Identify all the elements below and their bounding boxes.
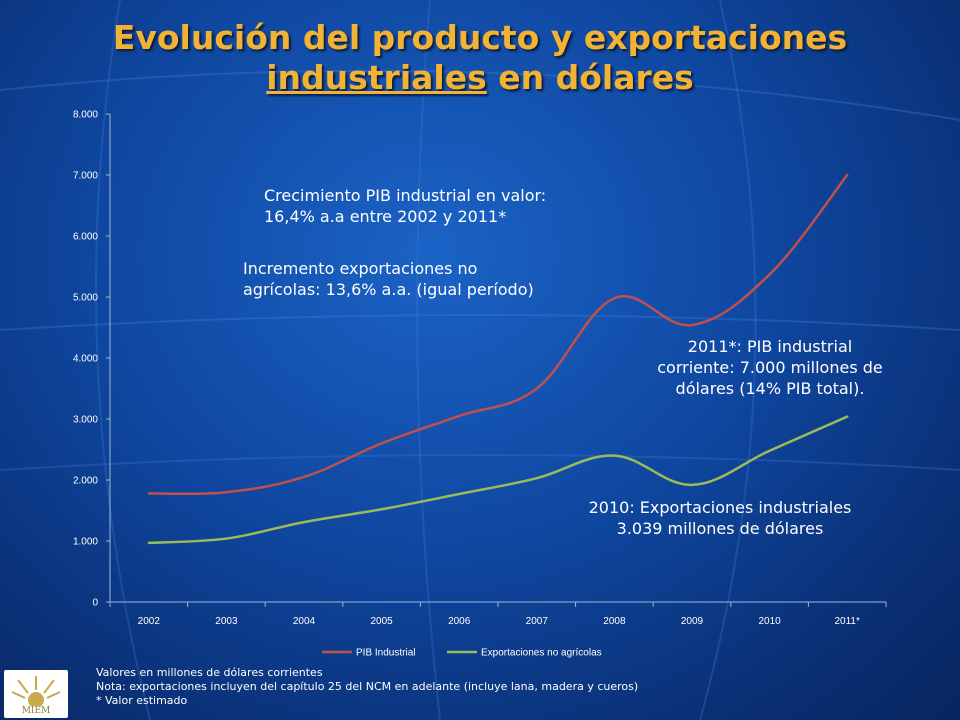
title-line-2: industriales en dólares	[0, 58, 960, 98]
x-tick-label: 2010	[758, 616, 781, 627]
annotation-pib-2011: 2011*: PIB industrial corriente: 7.000 m…	[620, 336, 920, 399]
footnotes: Valores en millones de dólares corriente…	[96, 666, 638, 708]
series-line-2	[147, 415, 849, 545]
annotation-exports-2010-line1: 2010: Exportaciones industriales	[588, 498, 852, 517]
y-tick-label: 4.000	[73, 354, 98, 365]
y-tick-label: 3.000	[73, 415, 98, 426]
y-tick-label: 8.000	[73, 110, 98, 121]
footnote-note: Nota: exportaciones incluyen del capítul…	[96, 680, 639, 693]
x-tick-label: 2003	[215, 616, 238, 627]
y-tick-label: 1.000	[73, 537, 98, 548]
annotation-pib-growth-line2: 16,4% a.a entre 2002 y 2011*	[264, 207, 507, 226]
annotation-pib-2011-line3: dólares (14% PIB total).	[675, 379, 865, 398]
title-line-1: Evolución del producto y exportaciones	[112, 18, 848, 57]
y-tick-label: 2.000	[73, 476, 98, 487]
y-tick-label: 5.000	[73, 293, 98, 304]
x-tick-label: 2009	[681, 616, 704, 627]
sun-emblem-icon	[11, 676, 61, 708]
footnote-estimate: * Valor estimado	[96, 694, 188, 707]
annotation-exports-growth-line2: agrícolas: 13,6% a.a. (igual período)	[243, 280, 534, 299]
annotation-exports-growth-line1: Incremento exportaciones no	[243, 259, 478, 278]
x-tick-label: 2006	[448, 616, 471, 627]
y-tick-label: 0	[92, 598, 98, 609]
title-line-2-rest: en dólares	[486, 58, 694, 97]
y-tick-label: 7.000	[73, 171, 98, 182]
x-tick-label: 2011*	[834, 616, 860, 627]
annotation-pib-2011-line2: corriente: 7.000 millones de	[657, 358, 883, 377]
annotation-pib-2011-line1: 2011*: PIB industrial	[687, 337, 853, 356]
annotation-exports-growth: Incremento exportaciones no agrícolas: 1…	[243, 258, 534, 300]
miem-logo: MIEM	[4, 670, 68, 718]
title-underlined-word: industriales	[266, 58, 487, 97]
legend-label-2: Exportaciones no agrícolas	[481, 648, 602, 659]
page-title: Evolución del producto y exportaciones i…	[0, 18, 960, 98]
x-tick-label: 2004	[293, 616, 316, 627]
x-tick-label: 2002	[138, 616, 161, 627]
x-tick-label: 2007	[526, 616, 549, 627]
footnote-units: Valores en millones de dólares corriente…	[96, 666, 323, 679]
annotation-exports-2010: 2010: Exportaciones industriales 3.039 m…	[555, 497, 885, 539]
legend-label-1: PIB Industrial	[356, 648, 415, 659]
annotation-pib-growth: Crecimiento PIB industrial en valor: 16,…	[264, 185, 546, 227]
series-line-1	[147, 173, 849, 496]
logo-text: MIEM	[21, 706, 51, 716]
y-tick-label: 6.000	[73, 232, 98, 243]
x-tick-label: 2008	[603, 616, 626, 627]
annotation-pib-growth-line1: Crecimiento PIB industrial en valor:	[264, 186, 547, 205]
x-tick-label: 2005	[370, 616, 393, 627]
annotation-exports-2010-line2: 3.039 millones de dólares	[616, 519, 824, 538]
